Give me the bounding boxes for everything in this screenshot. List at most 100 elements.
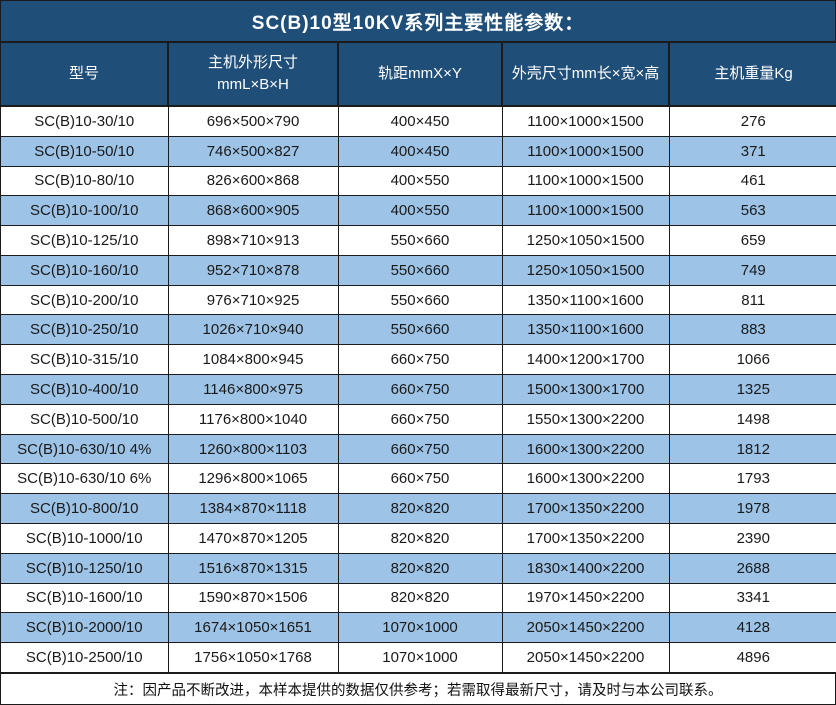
cell-track-gauge: 660×750 <box>337 403 503 435</box>
cell-track-gauge: 550×660 <box>337 254 503 286</box>
column-header-main-dimensions: 主机外形尺寸 mmL×B×H <box>167 43 339 107</box>
table-row: SC(B)10-630/10 6% 1296×800×1065 660×750 … <box>1 463 836 495</box>
table-row: SC(B)10-80/10 826×600×868 400×550 1100×1… <box>1 165 836 197</box>
table-row: SC(B)10-30/10 696×500×790 400×450 1100×1… <box>1 105 836 137</box>
cell-main-dimensions: 1756×1050×1768 <box>167 642 339 673</box>
cell-weight: 1978 <box>668 493 836 524</box>
footnote: 注：因产品不断改进，本样本提供的数据仅供参考；若需取得最新尺寸，请及时与本公司联… <box>1 673 835 704</box>
cell-weight: 4896 <box>668 642 836 673</box>
cell-shell-dimensions: 1350×1100×1600 <box>501 284 670 316</box>
cell-weight: 371 <box>668 135 836 167</box>
cell-shell-dimensions: 1500×1300×1700 <box>501 374 670 405</box>
cell-model: SC(B)10-50/10 <box>1 135 169 167</box>
table-row: SC(B)10-400/10 1146×800×975 660×750 1500… <box>1 374 836 405</box>
table-row: SC(B)10-50/10 746×500×827 400×450 1100×1… <box>1 135 836 167</box>
cell-model: SC(B)10-1250/10 <box>1 552 169 584</box>
cell-main-dimensions: 1470×870×1205 <box>167 522 339 554</box>
cell-track-gauge: 550×660 <box>337 314 503 346</box>
cell-main-dimensions: 746×500×827 <box>167 135 339 167</box>
column-header-weight: 主机重量Kg <box>668 43 836 107</box>
cell-shell-dimensions: 1100×1000×1500 <box>501 165 670 197</box>
cell-track-gauge: 400×550 <box>337 165 503 197</box>
cell-main-dimensions: 1260×800×1103 <box>167 433 339 465</box>
cell-track-gauge: 550×660 <box>337 284 503 316</box>
cell-main-dimensions: 826×600×868 <box>167 165 339 197</box>
cell-track-gauge: 1070×1000 <box>337 612 503 644</box>
cell-main-dimensions: 1590×870×1506 <box>167 582 339 614</box>
cell-weight: 749 <box>668 254 836 286</box>
cell-shell-dimensions: 2050×1450×2200 <box>501 612 670 644</box>
column-header-main-dimensions-line2: mmL×B×H <box>217 76 289 93</box>
cell-weight: 883 <box>668 314 836 346</box>
cell-model: SC(B)10-100/10 <box>1 195 169 227</box>
cell-main-dimensions: 976×710×925 <box>167 284 339 316</box>
table-row: SC(B)10-1000/10 1470×870×1205 820×820 17… <box>1 522 836 554</box>
cell-track-gauge: 1070×1000 <box>337 642 503 673</box>
column-header-main-dimensions-line1: 主机外形尺寸 <box>207 53 298 71</box>
cell-shell-dimensions: 1250×1050×1500 <box>501 225 670 256</box>
cell-track-gauge: 660×750 <box>337 344 503 376</box>
table-row: SC(B)10-200/10 976×710×925 550×660 1350×… <box>1 284 836 316</box>
cell-weight: 2390 <box>668 522 836 554</box>
cell-weight: 461 <box>668 165 836 197</box>
cell-weight: 2688 <box>668 552 836 584</box>
cell-weight: 276 <box>668 105 836 137</box>
cell-shell-dimensions: 1550×1300×2200 <box>501 403 670 435</box>
cell-shell-dimensions: 1700×1350×2200 <box>501 493 670 524</box>
table-row: SC(B)10-500/10 1176×800×1040 660×750 155… <box>1 403 836 435</box>
cell-track-gauge: 820×820 <box>337 582 503 614</box>
cell-track-gauge: 820×820 <box>337 552 503 584</box>
cell-model: SC(B)10-2000/10 <box>1 612 169 644</box>
table-row: SC(B)10-1250/10 1516×870×1315 820×820 18… <box>1 552 836 584</box>
cell-model: SC(B)10-500/10 <box>1 403 169 435</box>
cell-main-dimensions: 1384×870×1118 <box>167 493 339 524</box>
cell-main-dimensions: 1026×710×940 <box>167 314 339 346</box>
cell-track-gauge: 400×550 <box>337 195 503 227</box>
cell-shell-dimensions: 1700×1350×2200 <box>501 522 670 554</box>
cell-main-dimensions: 696×500×790 <box>167 105 339 137</box>
page-title: SC(B)10型10KV系列主要性能参数： <box>1 1 835 43</box>
cell-main-dimensions: 1296×800×1065 <box>167 463 339 495</box>
cell-main-dimensions: 1674×1050×1651 <box>167 612 339 644</box>
cell-shell-dimensions: 1600×1300×2200 <box>501 433 670 465</box>
cell-weight: 1793 <box>668 463 836 495</box>
cell-main-dimensions: 952×710×878 <box>167 254 339 286</box>
cell-track-gauge: 660×750 <box>337 433 503 465</box>
table-header: 型号 主机外形尺寸 mmL×B×H 轨距mmX×Y 外壳尺寸mm长×宽×高 主机… <box>1 43 836 107</box>
cell-model: SC(B)10-160/10 <box>1 254 169 286</box>
cell-shell-dimensions: 1830×1400×2200 <box>501 552 670 584</box>
table-row: SC(B)10-1600/10 1590×870×1506 820×820 19… <box>1 582 836 614</box>
cell-weight: 1325 <box>668 374 836 405</box>
table-row: SC(B)10-2000/10 1674×1050×1651 1070×1000… <box>1 612 836 644</box>
cell-shell-dimensions: 2050×1450×2200 <box>501 642 670 673</box>
cell-model: SC(B)10-2500/10 <box>1 642 169 673</box>
cell-track-gauge: 820×820 <box>337 522 503 554</box>
cell-shell-dimensions: 1350×1100×1600 <box>501 314 670 346</box>
cell-model: SC(B)10-125/10 <box>1 225 169 256</box>
table-row: SC(B)10-100/10 868×600×905 400×550 1100×… <box>1 195 836 227</box>
table-row: SC(B)10-160/10 952×710×878 550×660 1250×… <box>1 254 836 286</box>
cell-track-gauge: 660×750 <box>337 463 503 495</box>
cell-main-dimensions: 898×710×913 <box>167 225 339 256</box>
table-body: SC(B)10-30/10 696×500×790 400×450 1100×1… <box>1 105 836 673</box>
table-row: SC(B)10-2500/10 1756×1050×1768 1070×1000… <box>1 642 836 673</box>
cell-main-dimensions: 868×600×905 <box>167 195 339 227</box>
cell-weight: 1812 <box>668 433 836 465</box>
column-header-track-gauge: 轨距mmX×Y <box>337 43 503 107</box>
column-header-shell-dimensions: 外壳尺寸mm长×宽×高 <box>501 43 670 107</box>
cell-model: SC(B)10-1000/10 <box>1 522 169 554</box>
cell-weight: 4128 <box>668 612 836 644</box>
cell-main-dimensions: 1516×870×1315 <box>167 552 339 584</box>
cell-weight: 1498 <box>668 403 836 435</box>
cell-shell-dimensions: 1250×1050×1500 <box>501 254 670 286</box>
cell-model: SC(B)10-630/10 6% <box>1 463 169 495</box>
cell-track-gauge: 820×820 <box>337 493 503 524</box>
cell-model: SC(B)10-400/10 <box>1 374 169 405</box>
column-header-model: 型号 <box>1 43 169 107</box>
cell-weight: 563 <box>668 195 836 227</box>
cell-model: SC(B)10-1600/10 <box>1 582 169 614</box>
cell-track-gauge: 660×750 <box>337 374 503 405</box>
cell-shell-dimensions: 1970×1450×2200 <box>501 582 670 614</box>
cell-model: SC(B)10-250/10 <box>1 314 169 346</box>
